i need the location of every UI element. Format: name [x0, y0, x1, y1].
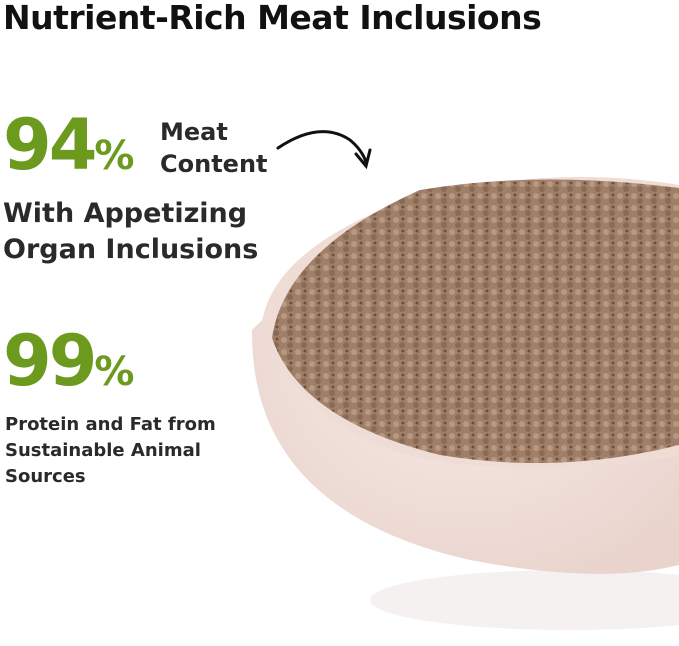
stat1-label: Meat Content	[160, 118, 268, 178]
stat1-description: With Appetizing Organ Inclusions	[3, 198, 259, 265]
stat2-description: Protein and Fat from Sustainable Animal So…	[5, 414, 216, 487]
page-title: Nutrient-Rich Meat Inclusions	[3, 0, 542, 37]
stat1-value: 94%	[3, 104, 135, 186]
arrow-icon	[276, 130, 368, 164]
stat2-value: 99%	[3, 320, 135, 402]
meat	[272, 179, 679, 463]
bowl-shadow	[370, 570, 679, 630]
